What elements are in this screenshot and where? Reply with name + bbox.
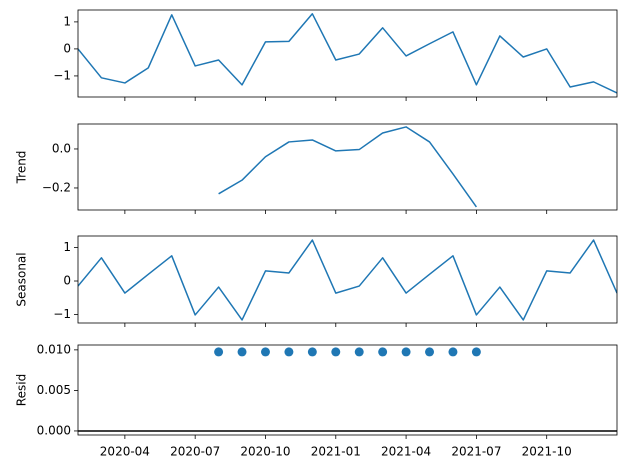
series-line	[78, 239, 617, 321]
resid-point	[237, 347, 247, 357]
x-tick-label: 2021-04	[381, 445, 431, 459]
resid-point	[378, 347, 388, 357]
y-axis-label: Resid	[15, 374, 29, 406]
y-tick-label: 0	[63, 41, 71, 55]
y-tick-label: −1	[53, 307, 71, 321]
y-tick-label: 0.005	[37, 383, 71, 397]
x-tick-label: 2020-07	[170, 445, 220, 459]
series-line	[218, 126, 478, 208]
x-tick-label: 2021-01	[311, 445, 361, 459]
y-tick-label: 0.000	[37, 423, 71, 437]
axes-frame	[77, 235, 618, 324]
y-tick-label: 0.0	[52, 141, 71, 155]
axes-frame	[77, 123, 618, 211]
resid-point	[284, 347, 294, 357]
y-tick-label: 0.010	[37, 342, 71, 356]
x-tick-label: 2020-10	[240, 445, 290, 459]
resid-point	[471, 347, 481, 357]
resid-point	[448, 347, 458, 357]
x-tick-label: 2020-04	[100, 445, 150, 459]
resid-point	[354, 347, 364, 357]
resid-point	[307, 347, 317, 357]
y-tick-label: 1	[63, 14, 71, 28]
y-axis-label: Trend	[15, 151, 29, 185]
axes-frame	[77, 9, 618, 98]
series-line	[78, 13, 617, 94]
y-axis-label: Seasonal	[15, 252, 29, 306]
y-tick-label: −0.2	[42, 180, 71, 194]
x-tick-label: 2021-07	[451, 445, 501, 459]
resid-point	[425, 347, 435, 357]
resid-point	[331, 347, 341, 357]
resid-point	[260, 347, 270, 357]
axes-frame	[77, 344, 618, 436]
y-tick-label: 0	[63, 274, 71, 288]
y-tick-label: 1	[63, 240, 71, 254]
y-tick-label: −1	[53, 68, 71, 82]
resid-point	[401, 347, 411, 357]
x-tick-label: 2021-10	[522, 445, 572, 459]
resid-point	[214, 347, 224, 357]
